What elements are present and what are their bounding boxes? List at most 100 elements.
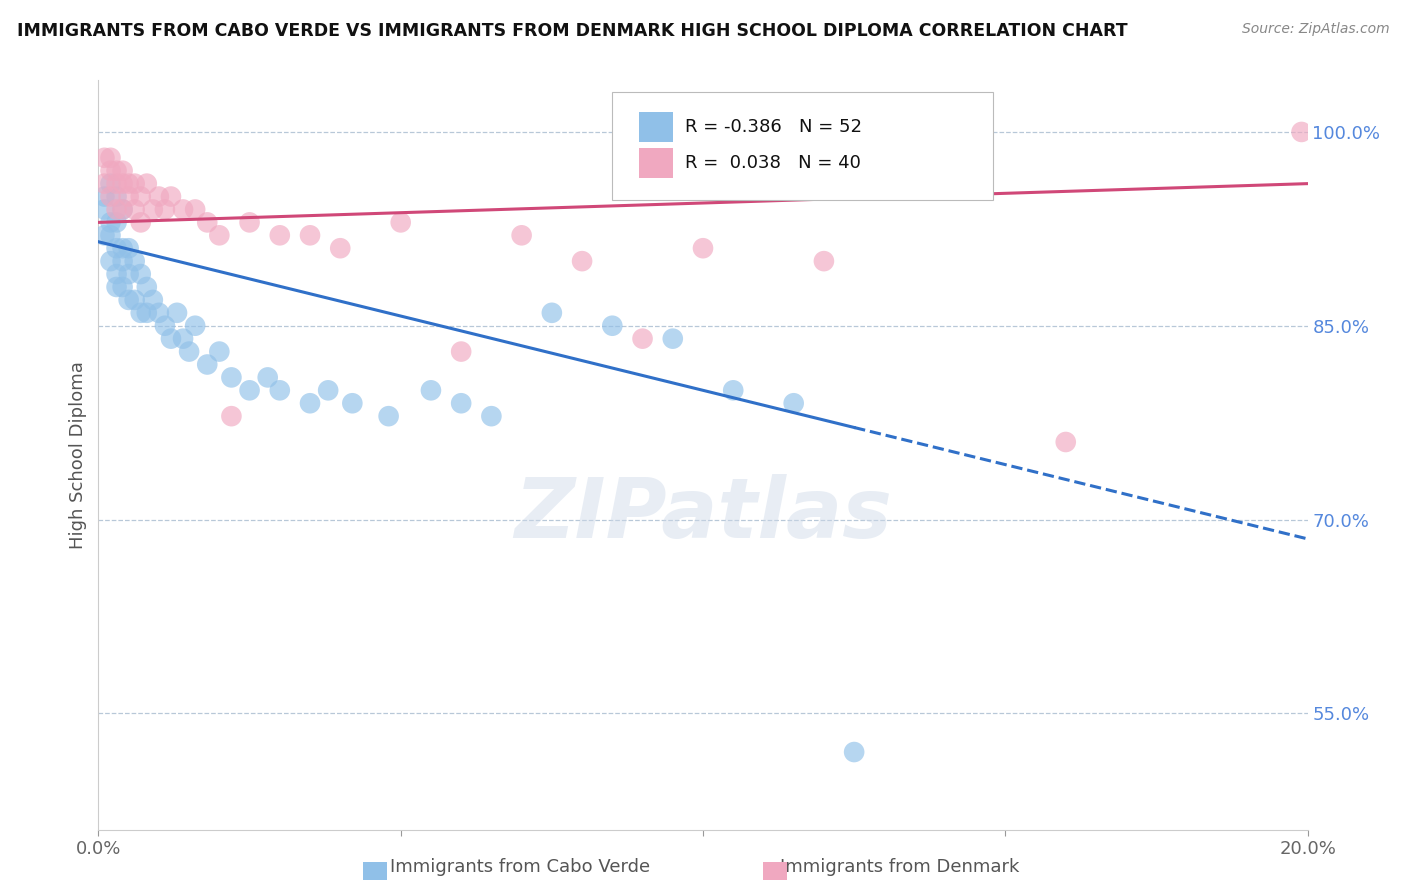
Point — [118, 177, 141, 191]
Point — [184, 318, 207, 333]
Text: Immigrants from Denmark: Immigrants from Denmark — [780, 858, 1019, 876]
Point — [111, 280, 134, 294]
Point — [571, 254, 593, 268]
Point — [111, 202, 134, 217]
Point — [111, 177, 134, 191]
Point — [148, 306, 170, 320]
Text: IMMIGRANTS FROM CABO VERDE VS IMMIGRANTS FROM DENMARK HIGH SCHOOL DIPLOMA CORREL: IMMIGRANTS FROM CABO VERDE VS IMMIGRANTS… — [17, 22, 1128, 40]
Point — [661, 332, 683, 346]
Point — [129, 189, 152, 203]
Point — [208, 344, 231, 359]
Point — [148, 189, 170, 203]
Point — [100, 254, 122, 268]
Point — [631, 332, 654, 346]
Point — [111, 254, 134, 268]
Y-axis label: High School Diploma: High School Diploma — [69, 361, 87, 549]
Point — [221, 370, 243, 384]
Point — [389, 215, 412, 229]
Point — [100, 215, 122, 229]
Point — [179, 344, 201, 359]
Point — [420, 384, 443, 398]
Point — [184, 202, 207, 217]
Point — [723, 384, 745, 398]
Point — [93, 202, 115, 217]
Point — [342, 396, 364, 410]
Point — [111, 241, 134, 255]
Point — [105, 177, 128, 191]
Point — [329, 241, 352, 255]
Point — [450, 344, 472, 359]
Point — [602, 318, 624, 333]
Point — [100, 151, 122, 165]
Point — [692, 241, 714, 255]
Point — [105, 267, 128, 281]
Point — [481, 409, 503, 424]
Point — [844, 745, 866, 759]
Text: R = -0.386   N = 52: R = -0.386 N = 52 — [685, 119, 862, 136]
Point — [239, 384, 262, 398]
Point — [195, 358, 218, 372]
FancyBboxPatch shape — [638, 148, 673, 178]
Point — [135, 177, 157, 191]
Point — [172, 332, 194, 346]
Point — [124, 177, 146, 191]
Point — [105, 163, 128, 178]
Point — [1291, 125, 1313, 139]
Point — [256, 370, 278, 384]
Text: ZIPatlas: ZIPatlas — [515, 475, 891, 556]
Point — [142, 202, 165, 217]
Point — [105, 280, 128, 294]
Point — [221, 409, 243, 424]
Point — [377, 409, 399, 424]
Point — [118, 267, 141, 281]
Point — [142, 293, 165, 307]
Point — [124, 254, 146, 268]
Point — [510, 228, 533, 243]
Point — [105, 189, 128, 203]
Point — [124, 293, 146, 307]
Point — [153, 318, 176, 333]
Point — [93, 228, 115, 243]
Point — [135, 280, 157, 294]
FancyBboxPatch shape — [613, 92, 993, 200]
Point — [118, 293, 141, 307]
Point — [299, 396, 322, 410]
Point — [105, 241, 128, 255]
Point — [783, 396, 806, 410]
Point — [160, 189, 183, 203]
Point — [299, 228, 322, 243]
Point — [166, 306, 188, 320]
Text: R =  0.038   N = 40: R = 0.038 N = 40 — [685, 153, 860, 171]
Point — [269, 228, 291, 243]
Point — [100, 163, 122, 178]
Point — [172, 202, 194, 217]
Point — [160, 332, 183, 346]
Point — [129, 267, 152, 281]
FancyBboxPatch shape — [638, 112, 673, 143]
Point — [111, 202, 134, 217]
Point — [813, 254, 835, 268]
Point — [269, 384, 291, 398]
Point — [100, 228, 122, 243]
Point — [1054, 435, 1077, 450]
Text: Immigrants from Cabo Verde: Immigrants from Cabo Verde — [389, 858, 651, 876]
Point — [450, 396, 472, 410]
Point — [105, 215, 128, 229]
Point — [540, 306, 562, 320]
Text: Source: ZipAtlas.com: Source: ZipAtlas.com — [1241, 22, 1389, 37]
Point — [93, 177, 115, 191]
Point — [135, 306, 157, 320]
Point — [100, 177, 122, 191]
Point — [100, 189, 122, 203]
Point — [111, 163, 134, 178]
Point — [93, 189, 115, 203]
Point — [239, 215, 262, 229]
Point — [93, 151, 115, 165]
Point — [316, 384, 339, 398]
Point — [129, 306, 152, 320]
Point — [105, 202, 128, 217]
Point — [153, 202, 176, 217]
Point — [118, 189, 141, 203]
Point — [124, 202, 146, 217]
Point — [208, 228, 231, 243]
